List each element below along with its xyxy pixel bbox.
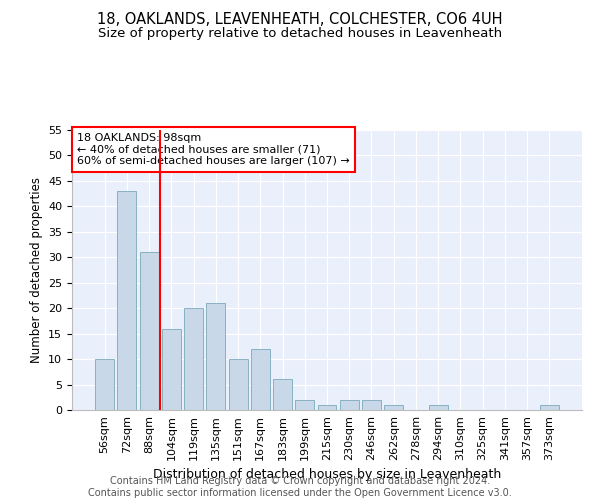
Bar xyxy=(118,191,136,410)
Bar xyxy=(206,303,225,410)
X-axis label: Distribution of detached houses by size in Leavenheath: Distribution of detached houses by size … xyxy=(153,468,501,481)
Text: Contains HM Land Registry data © Crown copyright and database right 2024.
Contai: Contains HM Land Registry data © Crown c… xyxy=(88,476,512,498)
Bar xyxy=(273,380,292,410)
Bar xyxy=(162,328,181,410)
Bar xyxy=(95,359,114,410)
Bar xyxy=(295,400,314,410)
Bar xyxy=(362,400,381,410)
Text: 18 OAKLANDS: 98sqm
← 40% of detached houses are smaller (71)
60% of semi-detache: 18 OAKLANDS: 98sqm ← 40% of detached hou… xyxy=(77,133,350,166)
Text: 18, OAKLANDS, LEAVENHEATH, COLCHESTER, CO6 4UH: 18, OAKLANDS, LEAVENHEATH, COLCHESTER, C… xyxy=(97,12,503,28)
Bar xyxy=(429,405,448,410)
Bar xyxy=(229,359,248,410)
Bar xyxy=(540,405,559,410)
Bar xyxy=(384,405,403,410)
Y-axis label: Number of detached properties: Number of detached properties xyxy=(29,177,43,363)
Bar xyxy=(317,405,337,410)
Bar xyxy=(251,349,270,410)
Bar xyxy=(340,400,359,410)
Bar xyxy=(184,308,203,410)
Text: Size of property relative to detached houses in Leavenheath: Size of property relative to detached ho… xyxy=(98,28,502,40)
Bar xyxy=(140,252,158,410)
